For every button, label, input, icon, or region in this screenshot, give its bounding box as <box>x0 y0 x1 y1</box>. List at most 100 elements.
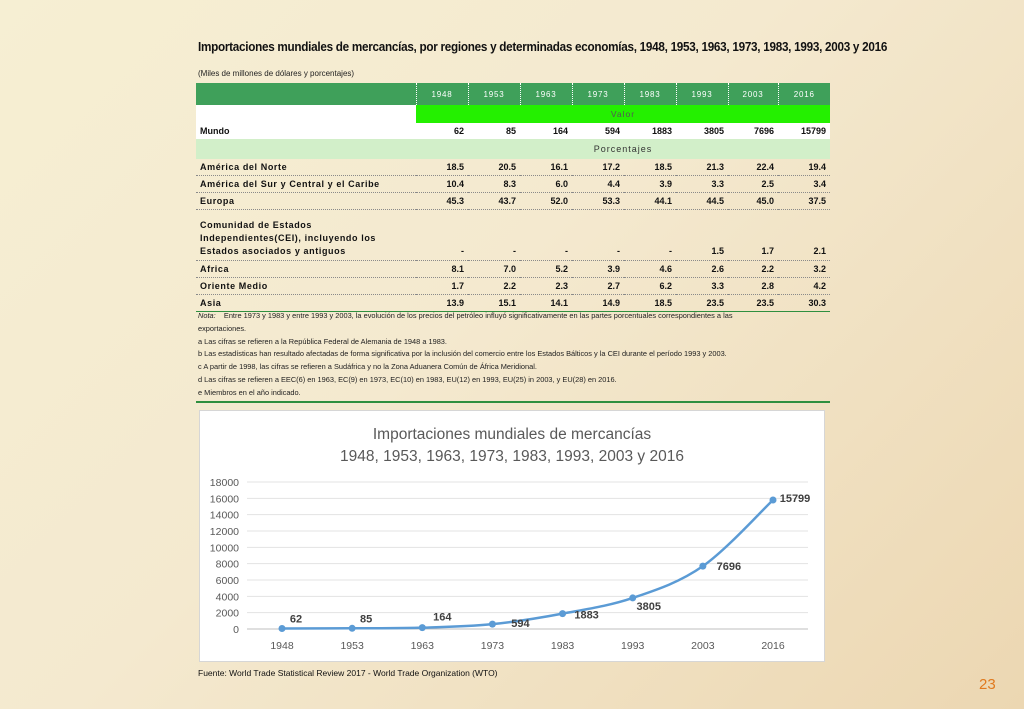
units-subtitle: (Miles de millones de dólares y porcenta… <box>198 69 355 78</box>
note-c: c A partir de 1998, las cifras se refier… <box>198 362 537 372</box>
valor-blank <box>196 105 416 123</box>
series-line <box>281 499 774 630</box>
table-cell: 1.5 <box>676 209 728 261</box>
note-a: a Las cifras se refieren a la República … <box>198 336 447 346</box>
table-cell: 1.7 <box>416 277 468 295</box>
y-tick-label: 18000 <box>210 477 239 489</box>
table-cell: 23.5 <box>676 294 728 312</box>
table-cell: 2.5 <box>728 175 778 193</box>
note-main: Nota: Entre 1973 y 1983 y entre 1993 y 2… <box>198 311 733 320</box>
x-tick-label: 1973 <box>481 640 505 652</box>
y-tick-label: 4000 <box>216 591 240 603</box>
table-cell: 3.9 <box>624 175 676 193</box>
table-cell: 62 <box>416 123 468 139</box>
table-cell: 7.0 <box>468 260 520 278</box>
year-header: 1953 <box>467 83 520 105</box>
data-label: 3805 <box>636 601 660 613</box>
data-label: 15799 <box>780 493 811 505</box>
table-cell: 14.9 <box>572 294 624 312</box>
table-cell: - <box>624 209 676 261</box>
row-label-line: Comunidad de Estados <box>200 220 313 230</box>
y-tick-label: 12000 <box>210 526 239 538</box>
x-tick-label: 1953 <box>340 640 364 652</box>
year-header: 1983 <box>623 83 676 105</box>
table-cell: 7696 <box>728 123 778 139</box>
table-cell: 20.5 <box>468 159 520 176</box>
table-cell: - <box>468 209 520 261</box>
table-cell: 8.3 <box>468 175 520 193</box>
table-cell: 44.5 <box>676 192 728 210</box>
note-b: b Las estadísticas han resultado afectad… <box>198 349 727 359</box>
table-cell: 2.1 <box>778 209 830 261</box>
row-label-line: Estados asociados y antiguos <box>200 246 346 256</box>
table-cell: 18.5 <box>624 159 676 176</box>
table-cell: 4.4 <box>572 175 624 193</box>
table-cell: 5.2 <box>520 260 572 278</box>
data-label: 7696 <box>717 561 741 573</box>
page-number: 23 <box>979 676 996 693</box>
table-cell: 594 <box>572 123 624 139</box>
data-point <box>629 594 637 602</box>
table-cell: 21.3 <box>676 159 728 176</box>
note-d: d Las cifras se refieren a EEC(6) en 196… <box>198 374 617 384</box>
porcentajes-label: Porcentajes <box>416 139 830 159</box>
source-note: Fuente: World Trade Statistical Review 2… <box>198 668 498 678</box>
table-cell: 17.2 <box>572 159 624 176</box>
table-cell: 1.7 <box>728 209 778 261</box>
year-header: 1993 <box>675 83 728 105</box>
table-row: Comunidad de Estados Independientes(CEI),… <box>196 209 830 261</box>
note-e: e Miembros en el año indicado. <box>198 387 301 397</box>
table-cell: 3805 <box>676 123 728 139</box>
table-cell: 14.1 <box>520 294 572 312</box>
table-row: América del Sur y Central y el Caribe 10.… <box>196 175 830 193</box>
table-cell: 16.1 <box>520 159 572 176</box>
table-cell: 44.1 <box>624 192 676 210</box>
table-row: América del Norte 18.5 20.5 16.1 17.2 18.5 21.… <box>196 159 830 176</box>
table-cell: 2.8 <box>728 277 778 295</box>
table-cell: 3.3 <box>676 175 728 193</box>
table-cell: 18.5 <box>624 294 676 312</box>
row-label: Oriente Medio <box>196 277 416 295</box>
y-tick-label: 2000 <box>216 608 240 620</box>
table-row: Oriente Medio 1.7 2.2 2.3 2.7 6.2 3.3 2.8 4.2 <box>196 277 830 295</box>
chart-svg: Importaciones mundiales de mercancías 194… <box>210 426 811 652</box>
year-header: 1973 <box>571 83 624 105</box>
table-cell: 10.4 <box>416 175 468 193</box>
imports-line-chart: Importaciones mundiales de mercancías 194… <box>199 410 825 662</box>
chart-title-line: 1948, 1953, 1963, 1973, 1983, 1993, 2003… <box>340 448 684 465</box>
year-header: 2003 <box>727 83 778 105</box>
table-row: Africa 8.1 7.0 5.2 3.9 4.6 2.6 2.2 3.2 <box>196 260 830 278</box>
y-tick-label: 6000 <box>216 575 240 587</box>
row-label: Comunidad de Estados Independientes(CEI),… <box>196 209 416 261</box>
row-label: América del Norte <box>196 159 416 176</box>
data-label: 62 <box>290 613 302 625</box>
table-row: Europa 45.3 43.7 52.0 53.3 44.1 44.5 45.0 37.5 <box>196 192 830 210</box>
y-tick-label: 0 <box>233 624 239 636</box>
table-cell: 3.2 <box>778 260 830 278</box>
row-label: Africa <box>196 260 416 278</box>
page-title: Importaciones mundiales de mercancías, p… <box>198 40 888 54</box>
table-row: Asia 13.9 15.1 14.1 14.9 18.5 23.5 23.5 30.3 <box>196 294 830 312</box>
y-tick-label: 16000 <box>210 493 239 505</box>
table-cell: 15.1 <box>468 294 520 312</box>
row-label-line: Independientes(CEI), incluyendo los <box>200 233 377 243</box>
x-tick-label: 2016 <box>761 640 785 652</box>
data-label: 594 <box>511 618 530 630</box>
table-cell: 164 <box>520 123 572 139</box>
x-tick-label: 2003 <box>691 640 715 652</box>
table-notes: Nota: Entre 1973 y 1983 y entre 1993 y 2… <box>198 310 828 400</box>
data-label: 1883 <box>574 610 598 622</box>
table-cell: 3.9 <box>572 260 624 278</box>
table-cell: 4.6 <box>624 260 676 278</box>
x-tick-label: 1963 <box>411 640 435 652</box>
table-cell: 6.2 <box>624 277 676 295</box>
table-cell: - <box>416 209 468 261</box>
table-cell: 53.3 <box>572 192 624 210</box>
table-cell: 2.2 <box>468 277 520 295</box>
table-cell: 85 <box>468 123 520 139</box>
notes-divider <box>196 401 830 403</box>
data-point <box>699 562 707 570</box>
year-header: 1948 <box>415 83 468 105</box>
data-label: 164 <box>433 612 452 624</box>
data-point <box>769 496 777 504</box>
